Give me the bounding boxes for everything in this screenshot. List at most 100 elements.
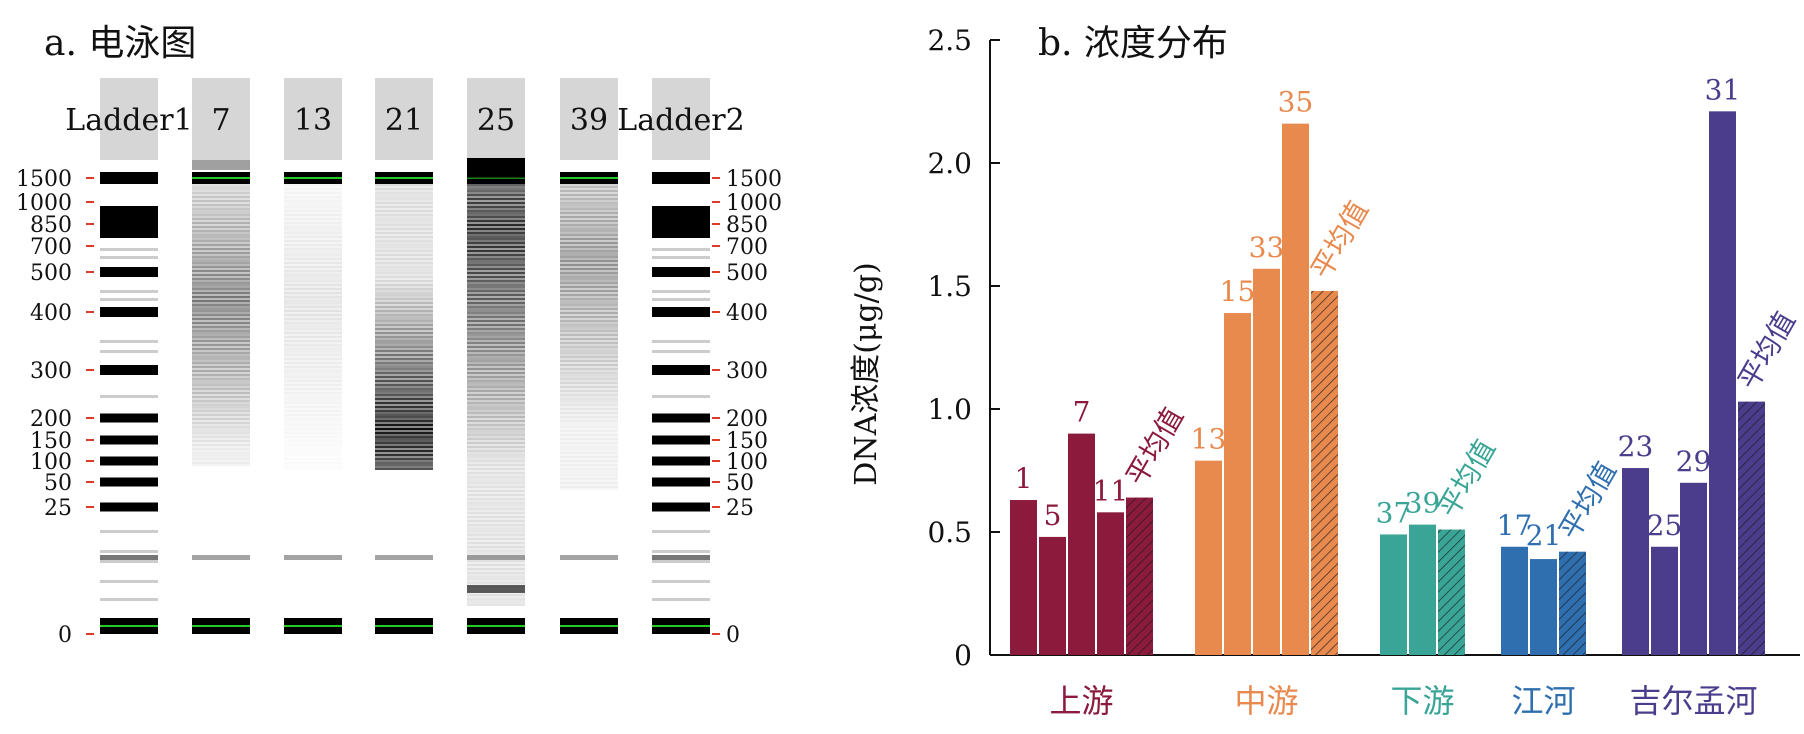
- chart-title: b. 浓度分布: [1038, 23, 1228, 64]
- smear-band: [467, 206, 525, 208]
- smear-band: [467, 508, 525, 510]
- bar: [1709, 111, 1736, 656]
- smear-band: [560, 212, 618, 214]
- smear-band: [560, 410, 618, 412]
- smear-band: [467, 604, 525, 606]
- smear-band: [467, 582, 525, 584]
- smear-band: [375, 466, 433, 468]
- smear-band: [560, 470, 618, 472]
- gel-panel-title: a. 电泳图: [44, 23, 196, 64]
- smear-band: [467, 220, 525, 222]
- smear-band: [284, 304, 342, 306]
- smear-band: [375, 244, 433, 246]
- smear-band: [192, 390, 250, 392]
- smear-band: [467, 456, 525, 458]
- smear-band: [284, 398, 342, 400]
- smear-band: [375, 350, 433, 352]
- smear-band: [560, 184, 618, 186]
- smear-band: [560, 288, 618, 290]
- ladder-minor-band: [652, 598, 710, 601]
- smear-band: [467, 238, 525, 240]
- smear-band: [192, 422, 250, 424]
- smear-band: [560, 210, 618, 212]
- smear-band: [284, 186, 342, 188]
- smear-band: [192, 194, 250, 196]
- smear-band: [467, 506, 525, 508]
- smear-band: [284, 184, 342, 186]
- smear-band: [192, 328, 250, 330]
- smear-band: [284, 394, 342, 396]
- smear-band: [560, 396, 618, 398]
- smear-band: [560, 194, 618, 196]
- ladder-band-50: [100, 477, 158, 487]
- smear-band: [467, 602, 525, 604]
- smear-band: [284, 462, 342, 464]
- smear-band: [467, 454, 525, 456]
- smear-band: [284, 224, 342, 226]
- smear-band: [192, 184, 250, 186]
- smear-band: [467, 352, 525, 354]
- smear-band: [467, 366, 525, 368]
- smear-band: [560, 320, 618, 322]
- smear-band: [375, 422, 433, 424]
- smear-band: [192, 188, 250, 190]
- smear-band: [192, 354, 250, 356]
- ladder-size-label: 500: [726, 261, 768, 286]
- ladder-minor-band: [652, 350, 710, 353]
- smear-band: [192, 208, 250, 210]
- smear-band: [560, 378, 618, 380]
- smear-band: [375, 258, 433, 260]
- smear-band: [375, 314, 433, 316]
- smear-band: [560, 304, 618, 306]
- smear-band: [284, 428, 342, 430]
- smear-band: [560, 426, 618, 428]
- smear-band: [467, 498, 525, 500]
- smear-band: [284, 282, 342, 284]
- smear-band: [375, 366, 433, 368]
- smear-band: [467, 414, 525, 416]
- smear-band: [284, 414, 342, 416]
- smear-band: [192, 426, 250, 428]
- smear-band: [375, 276, 433, 278]
- smear-band: [284, 402, 342, 404]
- smear-band: [467, 176, 525, 178]
- smear-band: [560, 488, 618, 490]
- smear-band: [467, 340, 525, 342]
- smear-band: [192, 406, 250, 408]
- smear-band: [467, 234, 525, 236]
- smear-band: [192, 412, 250, 414]
- average-bar-hatch: [1126, 497, 1153, 655]
- smear-band: [192, 398, 250, 400]
- bar-sample-label: 29: [1676, 445, 1712, 478]
- smear-band: [192, 240, 250, 242]
- smear-band: [467, 500, 525, 502]
- average-bar-hatch: [1311, 290, 1338, 655]
- smear-band: [560, 466, 618, 468]
- smear-band: [467, 300, 525, 302]
- concentration-chart: b. 浓度分布 DNA浓度(μg/g) 0 0.5 1.0 1.5 2.0 2.5 15 7…: [849, 23, 1802, 720]
- smear-band: [560, 264, 618, 266]
- smear-band: [560, 460, 618, 462]
- smear-band: [467, 386, 525, 388]
- smear-band: [192, 238, 250, 240]
- smear-band: [560, 270, 618, 272]
- smear-band: [560, 220, 618, 222]
- smear-band: [467, 440, 525, 442]
- smear-band: [467, 316, 525, 318]
- group-labels: 上游 中游 下游 江河 吉尔孟河: [1049, 682, 1757, 720]
- smear-band: [467, 286, 525, 288]
- smear-band: [284, 274, 342, 276]
- smear-band: [284, 244, 342, 246]
- smear-band: [560, 478, 618, 480]
- smear-band: [375, 418, 433, 420]
- ladder-minor-band: [652, 580, 710, 583]
- smear-band: [467, 338, 525, 340]
- ladder-minor-band: [100, 350, 158, 353]
- smear-band: [375, 332, 433, 334]
- smear-band: [560, 308, 618, 310]
- smear-band: [560, 368, 618, 370]
- smear-band: [467, 236, 525, 238]
- smear-band: [560, 358, 618, 360]
- smear-band: [467, 268, 525, 270]
- smear-band: [192, 362, 250, 364]
